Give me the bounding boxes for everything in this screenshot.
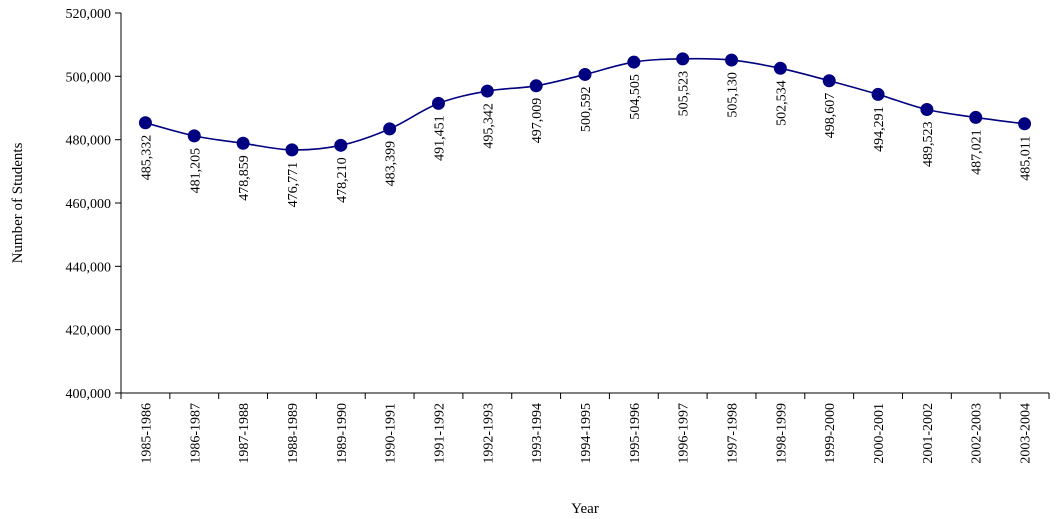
data-label: 504,505: [628, 74, 643, 120]
x-tick-label: 1986-1987: [188, 403, 203, 464]
data-point: [822, 74, 836, 88]
data-label: 476,771: [286, 162, 301, 208]
x-tick-label: 1995-1996: [628, 403, 643, 464]
data-label: 478,859: [237, 155, 252, 201]
data-point: [969, 110, 983, 124]
x-tick-label: 2001-2002: [921, 403, 936, 464]
series-line: [138, 52, 1032, 157]
y-tick-label: 400,000: [66, 387, 112, 402]
x-tick-label: 1991-1992: [432, 403, 447, 464]
data-label: 494,291: [872, 106, 887, 152]
x-tick-label: 1996-1997: [677, 403, 692, 464]
data-label: 502,534: [774, 80, 789, 126]
y-tick-label: 480,000: [66, 134, 112, 149]
x-axis: 1985-1986 1986-1987 1987-1988 1988-1989 1989…: [120, 392, 1050, 464]
x-tick-label: 1987-1988: [237, 403, 252, 464]
y-tick-label: 440,000: [66, 260, 112, 275]
data-label: 489,523: [921, 122, 936, 168]
data-point: [236, 136, 250, 150]
data-point: [1018, 117, 1032, 131]
data-label: 505,523: [677, 71, 692, 117]
data-point: [138, 116, 152, 130]
y-tick-label: 520,000: [66, 7, 112, 22]
data-label: 500,592: [579, 86, 594, 132]
data-point: [187, 129, 201, 143]
data-label: 498,607: [823, 93, 838, 139]
x-tick-label: 1989-1990: [335, 403, 350, 464]
y-axis: 400,000 420,000 440,000 460,000 480,000 500,0…: [66, 7, 122, 402]
data-labels: 485,332 481,205 478,859 476,771 478,210 483,3…: [139, 71, 1033, 208]
x-tick-label: 2003-2004: [1019, 403, 1034, 464]
data-point: [529, 79, 543, 93]
data-point: [773, 61, 787, 75]
x-tick-label: 2000-2001: [872, 403, 887, 464]
data-label: 481,205: [188, 148, 203, 194]
data-point: [725, 53, 739, 67]
y-tick-label: 460,000: [66, 197, 112, 212]
data-label: 497,009: [530, 98, 545, 144]
x-tick-label: 1998-1999: [774, 403, 789, 464]
data-label: 495,342: [481, 103, 496, 149]
x-tick-label: 1997-1998: [726, 403, 741, 464]
x-tick-label: 1992-1993: [481, 403, 496, 464]
data-point: [431, 96, 445, 110]
x-tick-label: 1990-1991: [384, 403, 399, 464]
data-point: [480, 84, 494, 98]
y-tick-label: 420,000: [66, 324, 112, 339]
x-tick-label: 2002-2003: [970, 403, 985, 464]
data-point: [578, 67, 592, 81]
data-label: 487,021: [970, 129, 985, 175]
x-tick-label: 1988-1989: [286, 403, 301, 464]
data-point: [285, 143, 299, 157]
data-label: 478,210: [335, 157, 350, 203]
data-label: 505,130: [726, 72, 741, 118]
data-point: [920, 103, 934, 117]
data-point: [334, 138, 348, 152]
data-label: 485,332: [139, 135, 154, 181]
data-point: [383, 122, 397, 136]
data-label: 483,399: [384, 141, 399, 187]
x-tick-label: 1994-1995: [579, 403, 594, 464]
x-axis-title: Year: [571, 501, 599, 517]
y-axis-title: Number of Students: [10, 142, 26, 263]
data-label: 485,011: [1019, 136, 1034, 181]
data-point: [676, 52, 690, 66]
y-tick-label: 500,000: [66, 70, 112, 85]
data-point: [627, 55, 641, 69]
data-point: [871, 87, 885, 101]
x-tick-label: 1993-1994: [530, 403, 545, 464]
x-tick-label: 1999-2000: [823, 403, 838, 464]
data-label: 491,451: [432, 115, 447, 161]
x-tick-label: 1985-1986: [139, 403, 154, 464]
